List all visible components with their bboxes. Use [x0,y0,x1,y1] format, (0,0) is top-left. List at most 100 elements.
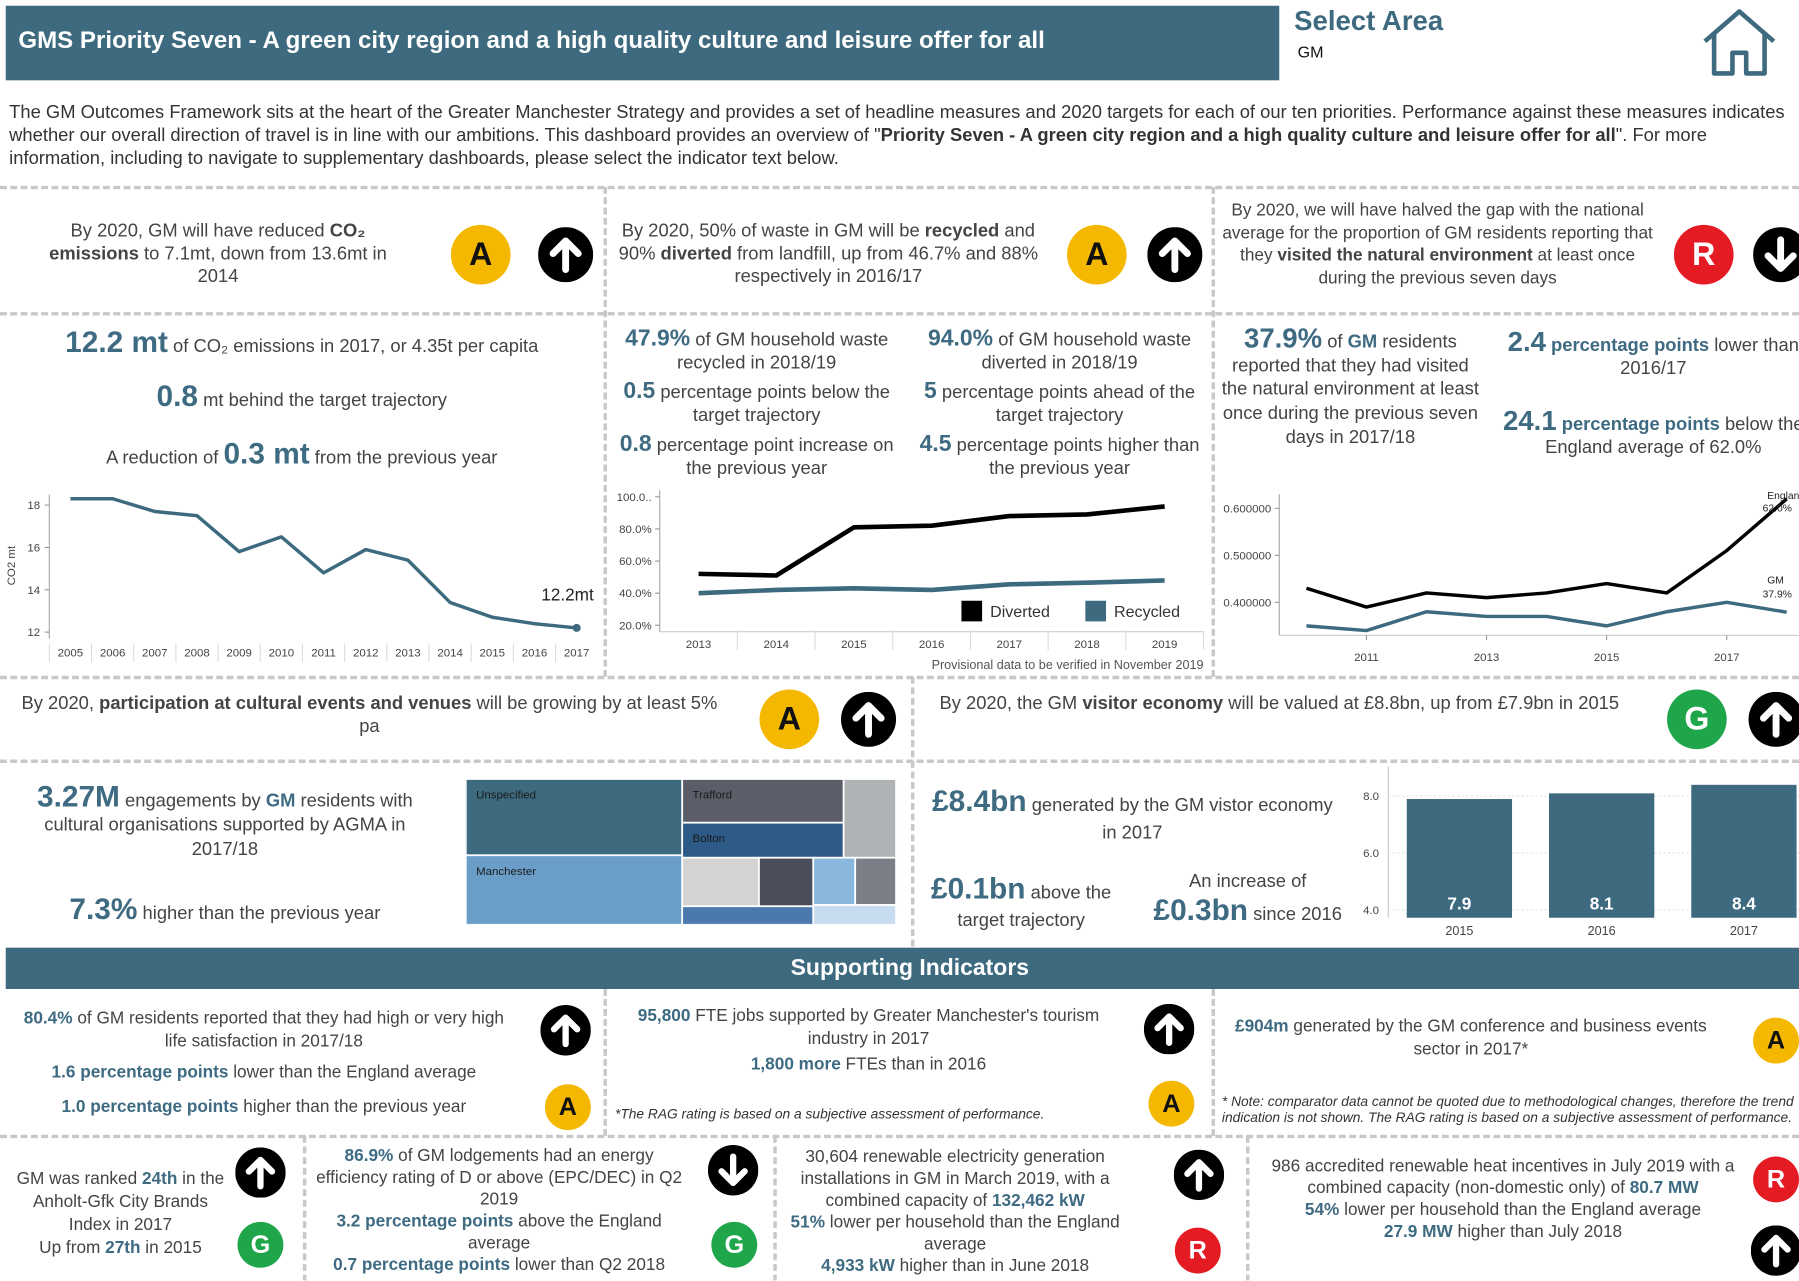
trend-arrow [841,692,896,747]
text: By 2020, the GM [939,694,1083,714]
treemap-cell [812,856,857,906]
bold-text: diverted [660,244,732,264]
big-number: 94.0% [928,325,994,352]
bold-text: participation at cultural events and ven… [99,694,472,714]
highlight: 1.6 percentage points [51,1062,229,1082]
series-name: England [1767,491,1799,502]
y-tick-label: 20.0% [619,620,652,632]
treemap-label: Trafford [693,790,733,802]
trend-arrow [1749,692,1799,747]
indicator-target[interactable]: By 2020, we will have halved the gap wit… [1218,200,1656,289]
text: engagements by [119,791,266,812]
text: lower than Q2 2018 [510,1255,666,1275]
x-tick-label: 2013 [1474,652,1500,664]
indicator[interactable]: 95,800 FTE jobs supported by Greater Man… [610,1005,1126,1076]
title-bar [5,5,1280,81]
text: The GM Outcomes Framework sits at the he… [9,103,1785,146]
text: generated by the GM conference and busin… [1288,1016,1707,1059]
text: and 90% [618,221,1035,264]
chart-note: Provisional data to be verified in Novem… [932,658,1204,672]
y-tick-label: 6.0 [1363,848,1379,860]
divider [0,759,1799,763]
bar [1406,799,1513,918]
bold-text: visited the natural environment [1277,245,1533,266]
divider [0,675,1799,680]
indicator[interactable]: 986 accredited renewable heat incentives… [1262,1155,1744,1242]
x-tick-label: 2009 [226,647,252,659]
highlight: GM [1347,332,1378,353]
trend-arrow [1174,1150,1224,1200]
text: percentage points ahead of the target tr… [936,383,1196,426]
x-tick-label: 2014 [763,639,789,651]
y-tick-label: 80.0% [619,524,652,536]
x-tick-label: 2011 [1354,652,1379,664]
text: lower than 2016/17 [1620,336,1799,379]
text: A reduction of [106,448,224,469]
x-tick-label: 2017 [564,647,590,659]
bold-text: recycled [924,221,1000,241]
footnote: *The RAG rating is based on a subjective… [614,1106,1045,1123]
text: mt behind the target trajectory [198,391,447,411]
stat-group: 47.9% of GM household waste recycled in … [610,327,903,481]
rag-rating: R [1753,1156,1799,1203]
highlight: percentage points [1545,336,1710,356]
big-number: 0.8 [156,378,199,414]
text: By 2020, we will have halved the gap wit… [1222,200,1653,266]
text: in the Anholt-Gfk City Brands Index in 2… [32,1169,225,1235]
indicator[interactable]: £904m generated by the GM conference and… [1218,1015,1723,1061]
text: of GM household waste recycled in 2018/1… [677,330,889,373]
divider [603,988,607,1136]
big-number: £8.4bn [932,783,1027,819]
trend-arrow [1144,1004,1194,1054]
x-tick-label: 2017 [1730,924,1758,938]
stat: 7.3% higher than the previous year [9,893,440,931]
stat: £8.4bn generated by the GM vistor econom… [932,783,1334,848]
home-icon[interactable] [1700,7,1778,78]
y-tick-label: 18 [27,500,40,512]
y-tick-label: 8.0 [1363,791,1379,803]
indicator-target[interactable]: By 2020, participation at cultural event… [14,693,725,739]
x-tick-label: 2005 [58,647,84,659]
big-number: 0.5 [623,378,656,404]
text: lower than the England average [228,1062,477,1082]
select-area-label[interactable]: Select Area [1294,5,1444,37]
trend-arrow [235,1147,285,1197]
intro: The GM Outcomes Framework sits at the he… [9,102,1799,171]
big-number: 47.9% [625,325,691,352]
legend-label: Diverted [990,603,1050,621]
x-tick-label: 2017 [997,639,1023,651]
data-line [1305,497,1788,609]
highlight: 80.7 MW [1629,1178,1699,1198]
page-title: GMS Priority Seven - A green city region… [18,27,1045,54]
trend-arrow [1753,227,1799,282]
text: Up from [39,1237,106,1258]
text: higher than the previous year [238,1096,467,1117]
treemap-cell [842,779,897,859]
big-number: £0.3bn [1153,892,1249,928]
highlight: 27th [105,1237,141,1258]
highlight: 4,933 kW [821,1256,895,1276]
indicator[interactable]: 80.4% of GM residents reported that they… [11,1007,516,1118]
indicator[interactable]: 30,604 renewable electricity generation … [780,1146,1130,1277]
highlight: 24th [141,1169,178,1189]
highlight: 0.7 percentage points [333,1255,511,1275]
indicator-target[interactable]: By 2020, the GM visitor economy will be … [918,693,1641,716]
text: FTE jobs supported by Greater Manchester… [690,1006,1100,1049]
indicator-target[interactable]: By 2020, GM will have reduced CO₂ emissi… [34,220,401,289]
y-tick-label: 60.0% [619,556,652,568]
x-tick-label: 2017 [1714,652,1740,664]
trend-arrow [708,1145,758,1195]
highlight: 80.4% [23,1008,73,1028]
data-line [1306,600,1788,633]
indicator[interactable]: GM was ranked 24th in the Anholt-Gfk Cit… [14,1168,227,1260]
indicator-target[interactable]: By 2020, 50% of waste in GM will be recy… [610,220,1046,289]
indicator[interactable]: 86.9% of GM lodgements had an energy eff… [316,1145,683,1276]
text: above the England average [467,1211,662,1253]
footnote: * Note: comparator data cannot be quoted… [1221,1093,1794,1126]
x-tick-label: 2010 [269,647,295,659]
rag-rating: G [1667,689,1727,750]
divider [773,1135,777,1281]
text: percentage points higher than the previo… [951,435,1200,479]
area-value[interactable]: GM [1297,42,1324,61]
